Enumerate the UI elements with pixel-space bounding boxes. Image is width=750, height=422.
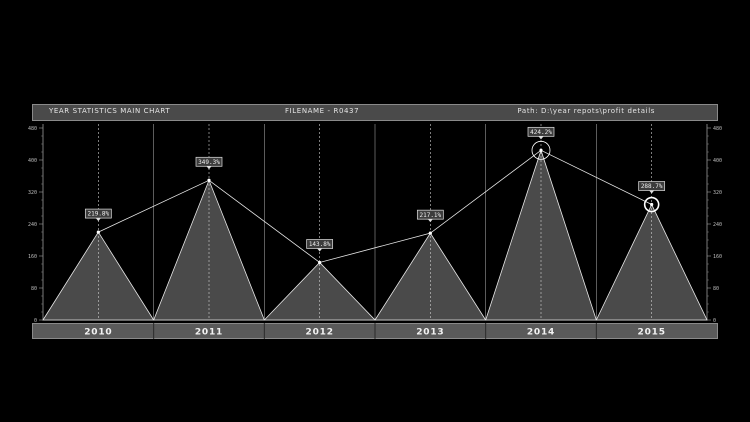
- value-label: 143.8%: [309, 241, 331, 248]
- value-label: 288.7%: [641, 183, 663, 190]
- data-point: [207, 178, 211, 182]
- data-point: [650, 202, 654, 207]
- peak-area: [153, 179, 265, 321]
- y-tick-label-left: 400: [28, 158, 37, 164]
- y-tick-label-right: 80: [713, 286, 719, 292]
- year-label: 2010: [84, 328, 112, 338]
- y-tick-label-left: 160: [28, 254, 37, 260]
- value-label: 349.3%: [198, 159, 220, 166]
- y-tick-label-left: 480: [28, 126, 37, 132]
- y-tick-label-left: 0: [34, 318, 37, 324]
- y-tick-label-right: 480: [713, 126, 722, 132]
- y-tick-label-right: 240: [713, 222, 722, 228]
- filename-label: FILENAME - R0437: [285, 107, 360, 115]
- value-label-pointer: [317, 248, 323, 252]
- y-tick-label-left: 320: [28, 190, 37, 196]
- data-point: [318, 260, 322, 265]
- chart-header-bar: YEAR STATISTICS MAIN CHART FILENAME - R0…: [32, 104, 718, 121]
- value-label-pointer: [427, 219, 433, 223]
- value-label: 217.1%: [419, 212, 441, 219]
- year-label: 2012: [306, 328, 334, 338]
- path-label: Path: D:\year repots\profit details: [517, 107, 655, 115]
- value-label-pointer: [538, 136, 544, 140]
- value-label-pointer: [206, 166, 212, 170]
- peak-area: [485, 149, 597, 321]
- value-label-pointer: [95, 218, 101, 222]
- y-tick-label-right: 160: [713, 254, 722, 260]
- peak-area: [595, 203, 708, 321]
- value-label: 219.8%: [87, 211, 109, 218]
- data-point: [539, 148, 543, 152]
- chart-title: YEAR STATISTICS MAIN CHART: [49, 107, 171, 115]
- year-label: 2015: [638, 328, 666, 338]
- y-tick-label-right: 320: [713, 190, 722, 196]
- highlight-ring: [531, 140, 551, 160]
- data-point: [428, 231, 432, 235]
- year-label: 2011: [195, 328, 223, 338]
- y-tick-label-left: 80: [31, 286, 37, 292]
- trend-line: [98, 149, 652, 263]
- y-tick-label-right: 0: [713, 318, 716, 324]
- value-label: 424.2%: [530, 129, 552, 136]
- year-label: 2013: [416, 328, 444, 338]
- year-label: 2014: [527, 328, 555, 338]
- y-tick-label-right: 400: [713, 158, 722, 164]
- value-label-pointer: [649, 190, 655, 194]
- peak-area: [263, 261, 376, 321]
- data-point: [96, 230, 100, 234]
- y-tick-label-left: 240: [28, 222, 37, 228]
- highlight-ring: [643, 196, 660, 213]
